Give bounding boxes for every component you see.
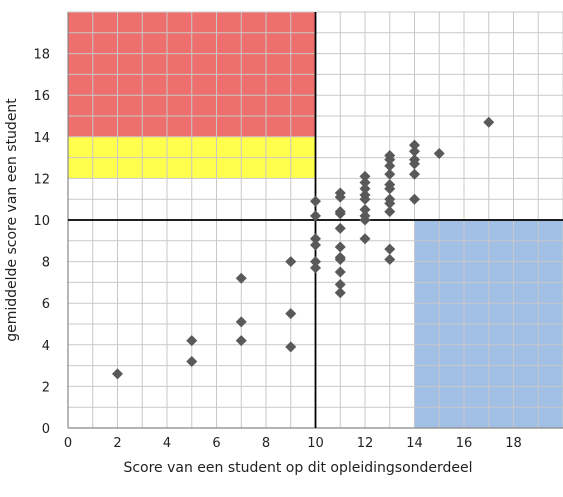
data-point <box>359 177 371 189</box>
y-tick-label: 12 <box>33 172 50 187</box>
data-point <box>409 145 420 157</box>
y-axis-title: gemiddelde score van een student <box>4 98 20 342</box>
data-point <box>359 233 371 245</box>
x-tick-label: 2 <box>113 436 121 451</box>
x-tick-label: 8 <box>262 436 270 451</box>
data-point <box>310 233 321 245</box>
data-point <box>384 160 396 172</box>
data-point <box>359 183 371 195</box>
data-point <box>285 341 297 353</box>
x-tick-label: 10 <box>307 436 324 451</box>
data-point <box>384 183 396 195</box>
data-point <box>310 210 321 222</box>
x-tick-labels: 0 2 4 6 8 10 12 14 16 18 <box>64 436 522 451</box>
data-point <box>359 204 371 216</box>
data-point <box>384 168 396 180</box>
x-tick-label: 16 <box>456 436 473 451</box>
data-point <box>285 256 297 268</box>
x-tick-label: 6 <box>212 436 220 451</box>
data-point <box>409 139 420 151</box>
data-point <box>186 355 198 367</box>
y-tick-label: 2 <box>42 380 50 395</box>
data-point <box>334 222 346 234</box>
y-tick-label: 6 <box>42 297 50 312</box>
data-point <box>334 208 346 220</box>
data-point <box>334 254 346 266</box>
data-point <box>235 335 247 347</box>
data-point <box>285 308 297 320</box>
y-tick-label: 14 <box>33 131 50 146</box>
data-point <box>310 256 321 268</box>
y-tick-label: 16 <box>33 89 50 104</box>
data-point <box>235 272 247 284</box>
x-tick-label: 4 <box>163 436 171 451</box>
data-point <box>310 262 321 274</box>
x-tick-label: 12 <box>357 436 374 451</box>
data-point <box>384 243 396 255</box>
data-point <box>112 368 123 380</box>
data-points <box>112 116 495 380</box>
data-point <box>409 158 420 170</box>
x-tick-label: 0 <box>64 436 72 451</box>
data-point <box>359 214 371 226</box>
data-point <box>235 316 247 328</box>
y-tick-label: 4 <box>42 339 50 354</box>
data-point <box>334 191 346 203</box>
y-tick-label: 0 <box>42 422 50 437</box>
y-tick-label: 18 <box>33 48 50 63</box>
data-point <box>384 254 396 266</box>
y-tick-labels: 0 2 4 6 8 10 12 14 16 18 <box>33 48 50 437</box>
data-point <box>433 147 445 159</box>
data-point <box>310 239 321 251</box>
data-point <box>334 241 346 253</box>
data-point <box>384 206 396 218</box>
y-tick-label: 8 <box>42 256 50 271</box>
data-point <box>334 278 346 290</box>
data-point <box>359 170 371 182</box>
data-point <box>334 266 346 278</box>
data-point <box>384 197 396 209</box>
x-tick-label: 14 <box>406 436 423 451</box>
data-point <box>384 154 396 166</box>
data-point <box>409 168 420 180</box>
data-point <box>483 116 495 128</box>
data-point <box>186 335 198 347</box>
data-point <box>359 193 371 205</box>
data-point <box>310 195 321 207</box>
x-axis-title: Score van een student op dit opleidingso… <box>123 460 472 476</box>
data-point <box>334 287 346 299</box>
x-tick-label: 18 <box>505 436 522 451</box>
data-point <box>409 193 420 205</box>
y-tick-label: 10 <box>33 214 50 229</box>
